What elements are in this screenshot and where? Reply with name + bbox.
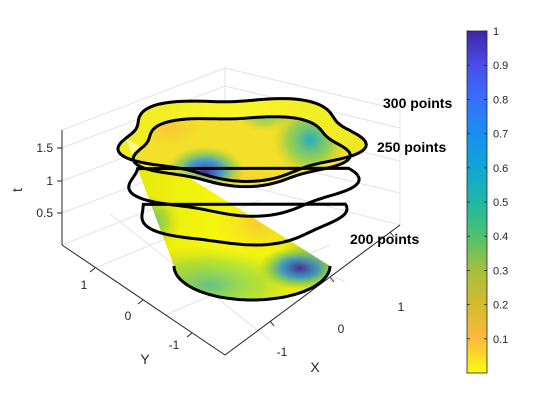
surface-bottom-edge bbox=[172, 265, 332, 302]
colorbar-tick-label: 0.8 bbox=[493, 94, 508, 106]
z-axis: 1.5 1 0.5 t bbox=[9, 141, 62, 220]
z-tick-label: 1.5 bbox=[36, 141, 53, 155]
annotation-250-points: 250 points bbox=[377, 139, 446, 155]
colorbar-tick-label: 0.9 bbox=[493, 60, 508, 72]
y-axis-label: Y bbox=[140, 351, 150, 367]
y-axis: 1 0 -1 Y bbox=[81, 267, 193, 367]
y-tick-label: -1 bbox=[169, 338, 180, 352]
x-axis-label: X bbox=[310, 359, 320, 375]
colorbar-tick-label: 0.5 bbox=[493, 197, 508, 209]
level-curve-200 bbox=[140, 202, 349, 247]
level-curve-300 bbox=[116, 97, 368, 189]
colorbar-tick-label: 1 bbox=[493, 26, 499, 38]
annotation-200-points: 200 points bbox=[350, 231, 419, 247]
colorbar-tick-label: 0.3 bbox=[493, 265, 508, 277]
colorbar-tick-label: 0.7 bbox=[493, 129, 508, 141]
x-tick-label: -1 bbox=[277, 345, 288, 359]
colorbar-tick-label: 0.2 bbox=[493, 300, 508, 312]
z-tick-label: 0.5 bbox=[36, 206, 53, 220]
y-tick-label: 0 bbox=[125, 309, 132, 323]
annotation-300-points: 300 points bbox=[383, 95, 452, 111]
surface-rim-band bbox=[117, 98, 367, 187]
x-axis: -1 0 1 X bbox=[269, 231, 405, 375]
x-tick-label: 1 bbox=[398, 300, 405, 314]
colorbar: 0.1 0.2 0.3 0.4 0.5 0.6 0.7 0.8 0.9 1 bbox=[466, 26, 508, 374]
z-tick-label: 1 bbox=[46, 174, 53, 188]
colorbar-tick-label: 0.6 bbox=[493, 163, 508, 175]
level-curve-250 bbox=[127, 166, 361, 218]
x-tick-label: 0 bbox=[338, 322, 345, 336]
colorbar-tick-label: 0.4 bbox=[493, 231, 508, 243]
colorbar-tick-label: 0.1 bbox=[493, 334, 508, 346]
z-axis-label: t bbox=[9, 188, 25, 192]
axis-lines bbox=[61, 130, 401, 356]
y-tick-label: 1 bbox=[81, 278, 88, 292]
